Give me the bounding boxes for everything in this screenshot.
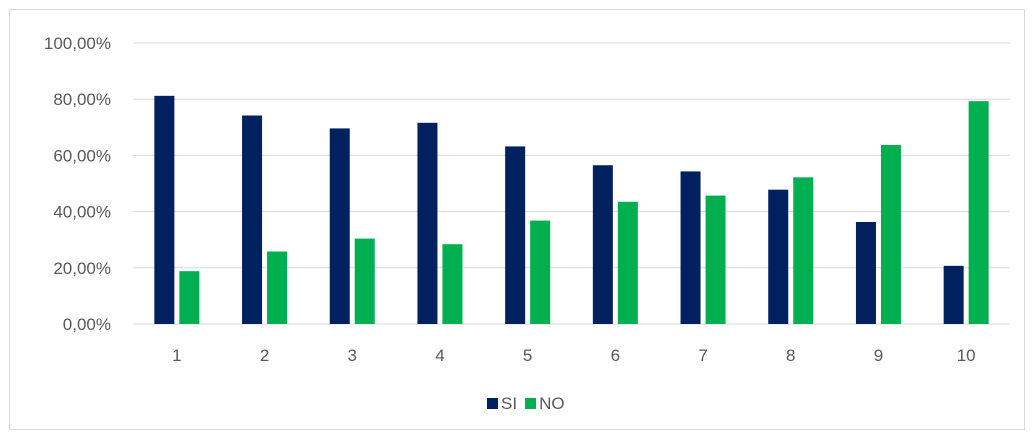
x-tick-label: 4: [435, 346, 444, 365]
x-tick-label: 2: [260, 346, 269, 365]
y-tick-label: 80,00%: [53, 90, 111, 109]
bar-si-1: [154, 95, 175, 324]
y-tick-label: 0,00%: [63, 315, 111, 334]
bar-si-4: [417, 122, 438, 324]
x-tick-label: 10: [957, 346, 976, 365]
x-tick-label: 5: [523, 346, 532, 365]
x-axis-ticks: 1 2 3 4 5 6 7 8 9 10: [172, 346, 975, 365]
bar-no-9: [880, 145, 901, 324]
legend-swatch-no: [525, 398, 537, 409]
y-tick-label: 20,00%: [53, 259, 111, 278]
bar-si-6: [592, 165, 613, 324]
gridlines: [133, 42, 1010, 325]
bar-si-7: [680, 171, 701, 324]
bar-si-3: [329, 128, 350, 324]
y-tick-label: 100,00%: [44, 34, 111, 53]
bar-no-3: [354, 238, 375, 324]
legend-swatch-si: [487, 398, 498, 409]
bar-no-5: [530, 220, 551, 324]
bar-si-10: [943, 265, 964, 324]
legend: SI NO: [487, 394, 565, 413]
bars: [154, 95, 989, 325]
bar-no-8: [793, 177, 814, 324]
legend-label-no: NO: [539, 394, 565, 413]
bar-no-4: [442, 244, 463, 324]
x-tick-label: 6: [611, 346, 620, 365]
y-axis-ticks: 0,00% 20,00% 40,00% 60,00% 80,00% 100,00%: [44, 34, 111, 334]
bar-no-7: [705, 195, 726, 324]
bar-no-1: [179, 271, 200, 324]
x-tick-label: 3: [348, 346, 357, 365]
x-tick-label: 7: [698, 346, 707, 365]
bar-no-6: [617, 201, 638, 324]
bar-si-9: [855, 221, 876, 324]
y-tick-label: 60,00%: [53, 146, 111, 165]
bar-no-2: [267, 251, 288, 324]
bar-si-5: [505, 146, 526, 324]
bar-si-8: [768, 189, 789, 324]
bar-no-10: [968, 101, 989, 325]
y-tick-label: 40,00%: [53, 203, 111, 222]
bar-si-2: [242, 115, 263, 324]
x-tick-label: 1: [172, 346, 181, 365]
x-tick-label: 9: [874, 346, 883, 365]
legend-label-si: SI: [501, 394, 517, 413]
x-tick-label: 8: [786, 346, 795, 365]
